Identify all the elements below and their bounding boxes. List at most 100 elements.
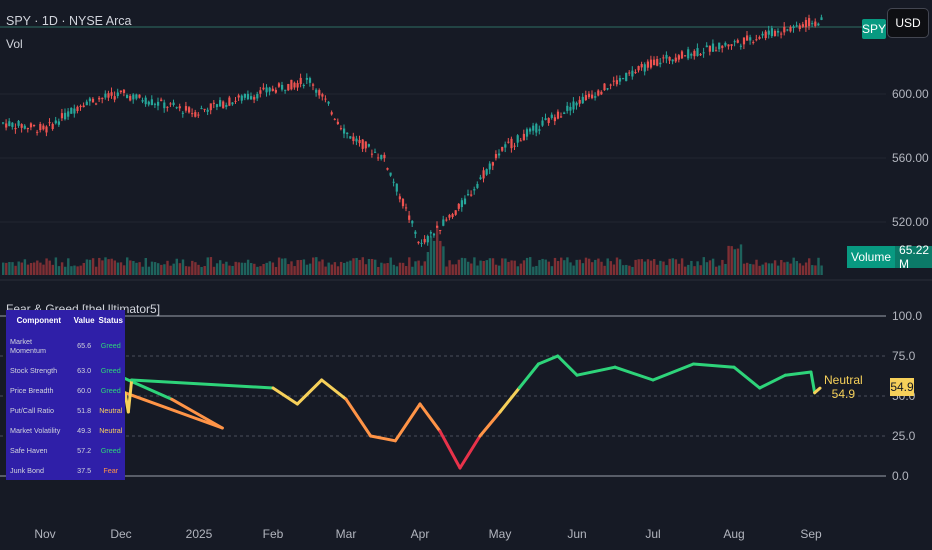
candle-body: [408, 215, 411, 220]
volume-bar: [566, 257, 569, 275]
volume-bar: [808, 258, 811, 275]
candle-body: [538, 129, 541, 131]
candle-body: [553, 117, 556, 122]
candle-body: [513, 145, 516, 147]
candle-body: [684, 55, 687, 57]
volume-bar: [302, 259, 306, 275]
candle-body: [482, 170, 485, 179]
candle-body: [203, 108, 206, 110]
indicator-state-label: Neutral 54.9: [824, 373, 863, 401]
candle-body: [811, 23, 814, 25]
candle-body: [547, 117, 550, 124]
volume-bar: [262, 263, 265, 275]
volume-bar: [386, 263, 389, 275]
volume-bar: [349, 260, 352, 275]
candle-body: [215, 104, 219, 108]
volume-bar: [76, 266, 79, 275]
volume-bar: [538, 260, 541, 275]
fear-greed-segment: [369, 434, 397, 443]
symbol-title[interactable]: SPY · 1D · NYSE Arca: [6, 14, 132, 28]
time-tick-label: Sep: [800, 527, 822, 541]
component-name: Market Momentum: [10, 336, 46, 355]
volume-bar: [374, 259, 377, 275]
volume-bar: [57, 266, 61, 275]
candle-body: [166, 106, 169, 108]
volume-bar: [525, 257, 529, 275]
volume-bar: [584, 257, 588, 275]
candle-body: [141, 100, 144, 102]
volume-bar: [622, 265, 625, 275]
volume-bar: [429, 236, 433, 275]
volume-bar: [736, 248, 740, 275]
candle-body: [746, 35, 749, 41]
candle-body: [88, 98, 91, 102]
fear-greed-table: Component Value Status Market Momentum 65…: [6, 310, 125, 480]
volume-bar: [2, 262, 5, 275]
candle-body: [135, 94, 138, 99]
volume-bar: [36, 260, 39, 275]
candle-body: [401, 198, 405, 207]
volume-bar: [284, 258, 287, 275]
candle-body: [423, 238, 426, 243]
volume-bar: [336, 266, 340, 275]
volume-bar: [618, 259, 622, 275]
volume-title[interactable]: Vol: [6, 37, 23, 51]
candle-body: [386, 168, 389, 170]
volume-bar: [225, 261, 228, 275]
candle-body: [321, 94, 324, 97]
volume-bar: [432, 240, 436, 275]
candle-body: [820, 17, 823, 20]
fear-greed-segment: [692, 362, 736, 369]
candle-body: [575, 102, 578, 106]
candle-body: [615, 80, 618, 85]
candle-body: [786, 29, 789, 31]
volume-bar: [811, 265, 814, 275]
candle-body: [336, 121, 339, 125]
currency-button[interactable]: USD: [887, 8, 929, 38]
candle-body: [516, 135, 519, 143]
fear-greed-segment: [123, 391, 224, 430]
candle-body: [237, 95, 240, 98]
price-candles: [2, 14, 823, 247]
volume-bar: [101, 260, 104, 275]
fear-greed-segment: [126, 378, 134, 414]
volume-bar: [197, 264, 200, 275]
candle-body: [212, 102, 215, 104]
candle-body: [541, 120, 544, 126]
time-tick-label: Jul: [645, 527, 660, 541]
volume-bar: [414, 261, 417, 275]
candle-body: [715, 50, 718, 52]
candle-body: [225, 104, 228, 107]
volume-bar: [11, 262, 14, 275]
candle-body: [160, 99, 163, 101]
volume-bar: [219, 260, 222, 275]
candle-body: [696, 48, 699, 56]
component-status: Neutral: [99, 425, 123, 435]
volume-bar: [26, 264, 30, 275]
candle-body: [581, 96, 584, 104]
candle-body: [296, 83, 299, 88]
candle-body: [426, 236, 429, 243]
component-status: Greed: [100, 385, 121, 395]
volume-bar: [330, 264, 333, 275]
candle-body: [352, 136, 355, 142]
volume-bar: [122, 265, 126, 275]
candle-body: [587, 93, 591, 98]
candle-body: [113, 96, 116, 100]
volume-bar: [5, 262, 8, 275]
fear-greed-segment: [393, 402, 422, 443]
candle-body: [29, 123, 33, 128]
volume-bar: [132, 261, 135, 275]
volume-bar: [656, 264, 659, 275]
candle-body: [724, 42, 727, 46]
volume-bar: [91, 258, 95, 275]
component-value: 37.5: [77, 465, 92, 475]
candle-body: [662, 57, 665, 59]
fear-greed-segment: [758, 373, 787, 390]
candle-body: [2, 122, 5, 124]
volume-bar: [377, 266, 380, 275]
column-header-status: Status: [98, 316, 123, 325]
volume-bar: [129, 260, 132, 275]
price-tick-label: 600.00: [892, 87, 929, 101]
